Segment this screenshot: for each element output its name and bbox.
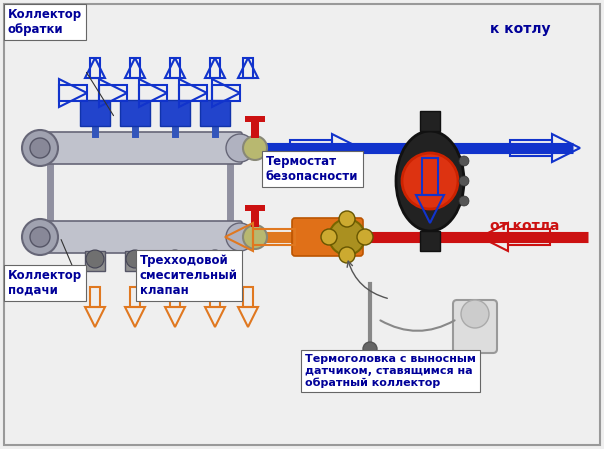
Circle shape — [402, 153, 458, 209]
Bar — [200, 100, 230, 126]
Bar — [90, 58, 100, 78]
Bar — [205, 251, 225, 271]
FancyBboxPatch shape — [38, 132, 242, 164]
Circle shape — [206, 250, 224, 268]
Circle shape — [243, 225, 267, 249]
Bar — [179, 85, 207, 101]
Text: Термоголовка с выносным
датчиком, ставящимся на
обратный коллектор: Термоголовка с выносным датчиком, ставящ… — [305, 354, 476, 388]
FancyBboxPatch shape — [38, 221, 242, 253]
Circle shape — [166, 250, 184, 268]
Bar — [99, 85, 127, 101]
Bar — [80, 100, 110, 126]
Circle shape — [329, 219, 365, 255]
Ellipse shape — [396, 131, 464, 231]
Circle shape — [339, 247, 355, 263]
Bar — [170, 287, 180, 307]
Bar — [245, 205, 265, 211]
Bar — [253, 229, 295, 245]
Circle shape — [321, 229, 337, 245]
FancyBboxPatch shape — [292, 218, 363, 256]
Circle shape — [459, 156, 469, 166]
Bar — [290, 140, 332, 156]
Circle shape — [126, 250, 144, 268]
Bar — [59, 85, 87, 101]
Circle shape — [339, 211, 355, 227]
Circle shape — [22, 130, 58, 166]
Circle shape — [357, 229, 373, 245]
Circle shape — [363, 342, 377, 356]
Bar — [120, 100, 150, 126]
Circle shape — [226, 223, 254, 251]
Text: Коллектор
подачи: Коллектор подачи — [8, 269, 82, 297]
Bar — [139, 85, 167, 101]
Circle shape — [459, 176, 469, 186]
Bar — [420, 231, 440, 251]
Text: Коллектор
обратки: Коллектор обратки — [8, 8, 82, 36]
Bar — [160, 100, 190, 126]
FancyBboxPatch shape — [251, 207, 259, 227]
Text: Трехходовой
смесительный
клапан: Трехходовой смесительный клапан — [140, 254, 238, 297]
Bar — [210, 58, 220, 78]
Bar — [90, 287, 100, 307]
Bar — [210, 287, 220, 307]
Bar — [245, 116, 265, 122]
Bar — [85, 251, 105, 271]
Bar — [165, 251, 185, 271]
Circle shape — [461, 300, 489, 328]
FancyBboxPatch shape — [251, 118, 259, 138]
Bar — [170, 58, 180, 78]
Circle shape — [459, 196, 469, 206]
Bar — [422, 158, 438, 195]
Bar — [125, 251, 145, 271]
Circle shape — [30, 227, 50, 247]
FancyBboxPatch shape — [453, 300, 497, 353]
Bar — [212, 85, 240, 101]
Text: Термостат
безопасности: Термостат безопасности — [266, 155, 359, 183]
Circle shape — [22, 219, 58, 255]
Bar — [130, 287, 140, 307]
Bar — [243, 58, 253, 78]
Circle shape — [30, 138, 50, 158]
Circle shape — [243, 136, 267, 160]
Bar — [420, 111, 440, 131]
Circle shape — [226, 134, 254, 162]
Bar — [510, 140, 552, 156]
Bar — [130, 58, 140, 78]
Bar — [508, 229, 550, 245]
Text: к котлу: к котлу — [490, 22, 550, 36]
Circle shape — [86, 250, 104, 268]
Text: от котла: от котла — [490, 219, 559, 233]
Bar — [243, 287, 253, 307]
